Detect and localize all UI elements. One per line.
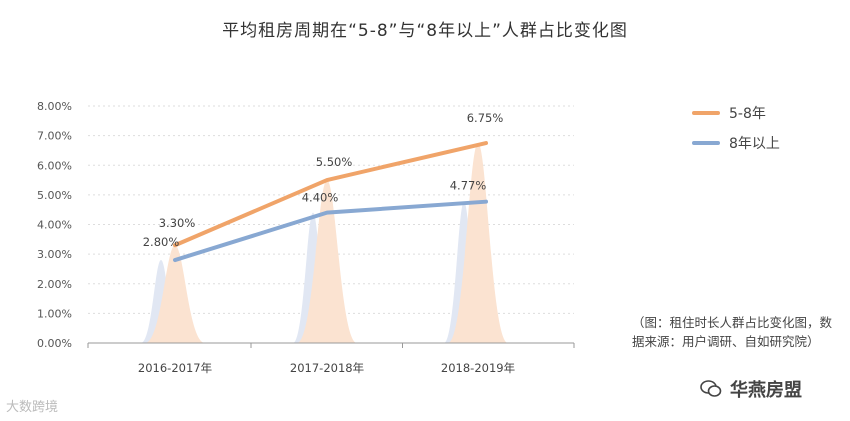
y-tick-label: 4.00% <box>37 219 72 232</box>
axes: 0.00% 1.00% 2.00% 3.00% 4.00% 5.00% 6.00% 7.00%… <box>37 100 575 375</box>
peak-series-1 <box>297 180 357 343</box>
y-tick-label: 3.00% <box>37 248 72 261</box>
data-label-series-1: 6.75% <box>467 111 504 125</box>
y-tick-label: 1.00% <box>37 307 72 320</box>
data-label-series-2: 4.77% <box>450 179 487 193</box>
series-line-2 <box>173 199 488 263</box>
x-tick-label: 2018-2019年 <box>441 361 515 375</box>
y-tick-label: 5.00% <box>37 189 72 202</box>
series-line-1 <box>173 141 488 248</box>
data-labels: 3.30% 5.50% 6.75% 2.80% 4.40% 4.77% <box>143 111 504 249</box>
x-tick-label: 2017-2018年 <box>290 361 364 375</box>
legend-label-series-1: 5-8年 <box>729 106 766 122</box>
data-label-series-2: 2.80% <box>143 235 180 249</box>
data-label-series-2: 4.40% <box>302 191 339 205</box>
chart-title: 平均租房周期在“5-8”与“8年以上”人群占比变化图 <box>222 21 628 41</box>
watermark-right: 华燕房盟 <box>700 376 802 402</box>
data-label-series-1: 3.30% <box>159 216 196 230</box>
legend: 5-8年 8年以上 <box>692 98 780 158</box>
y-tick-label: 0.00% <box>37 337 72 350</box>
peak-series-1 <box>145 245 205 343</box>
y-tick-label: 6.00% <box>37 159 72 172</box>
legend-item-series-2[interactable]: 8年以上 <box>692 128 780 158</box>
series-lines <box>173 141 488 263</box>
x-tick-label: 2016-2017年 <box>138 361 212 375</box>
peak-series-1 <box>448 143 508 343</box>
legend-swatch-series-1 <box>692 111 720 115</box>
watermark-left: 大数跨境 <box>6 400 59 415</box>
legend-swatch-series-2 <box>692 141 720 145</box>
y-tick-label: 8.00% <box>37 100 72 113</box>
y-tick-label: 2.00% <box>37 278 72 291</box>
y-tick-label: 7.00% <box>37 130 72 143</box>
legend-label-series-2: 8年以上 <box>729 136 780 152</box>
legend-item-series-1[interactable]: 5-8年 <box>692 98 780 128</box>
peak-shapes <box>141 143 508 343</box>
wechat-icon <box>700 380 722 397</box>
watermark-right-text: 华燕房盟 <box>730 380 802 401</box>
data-label-series-1: 5.50% <box>316 155 353 169</box>
source-note: （图：租住时长人群占比变化图，数据来源：用户调研、自如研究院） <box>632 315 833 349</box>
